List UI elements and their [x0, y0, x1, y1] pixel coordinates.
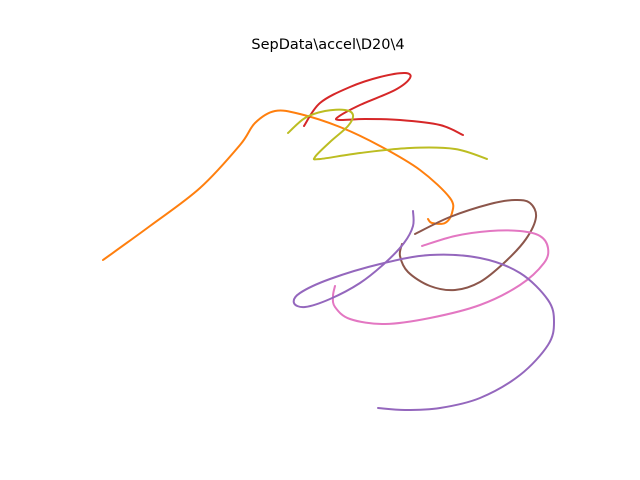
- chart-title: SepData\accel\D20\4: [251, 37, 404, 53]
- series-line-5: [331, 229, 550, 326]
- series-line-1: [102, 109, 455, 261]
- series-line-4: [398, 198, 538, 292]
- series-line-6: [292, 210, 555, 411]
- series-layer: [102, 71, 555, 411]
- series-line-2: [303, 71, 464, 136]
- series-line-3: [287, 108, 488, 161]
